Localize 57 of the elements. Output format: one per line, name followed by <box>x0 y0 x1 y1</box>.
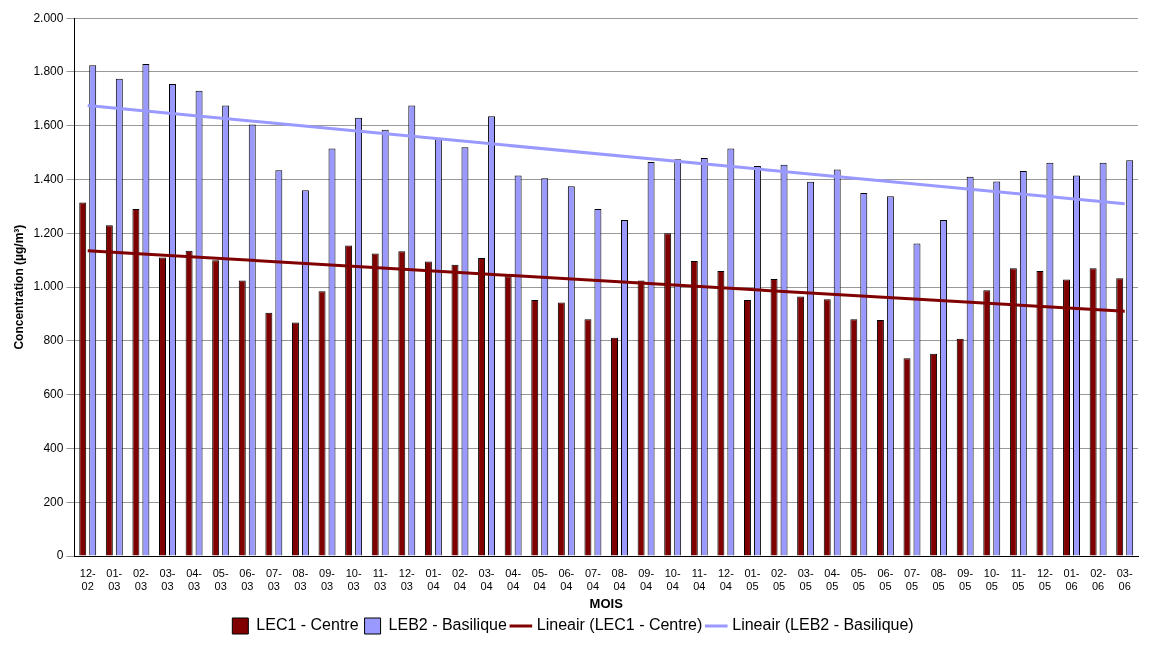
legend-label: LEC1 - Centre <box>256 616 359 634</box>
x-tick-label: 06-05 <box>877 566 894 592</box>
y-tick-label: 200 <box>43 494 64 509</box>
x-tick-label: 05-04 <box>531 566 549 592</box>
x-tick-label: 02-04 <box>452 566 469 592</box>
x-axis-title: MOIS <box>589 595 624 611</box>
x-tick-label: 07-03 <box>265 566 283 592</box>
x-tick-label: 06-04 <box>558 566 575 592</box>
x-tick-label: 09-05 <box>957 566 974 592</box>
x-tick-label: 12-02 <box>79 566 97 592</box>
x-tick-label: 04-03 <box>186 566 203 592</box>
x-tick-label: 05-05 <box>850 566 868 592</box>
x-tick-label: 05-03 <box>212 566 229 592</box>
x-tick-label: 12-03 <box>398 566 416 592</box>
legend-label: LEB2 - Basilique <box>388 616 507 634</box>
y-tick-label: 600 <box>43 386 64 401</box>
x-tick-label: 04-04 <box>505 566 522 592</box>
x-tick-label: 01-05 <box>744 566 761 592</box>
y-tick-label: 800 <box>43 333 64 348</box>
x-tick-label: 09-03 <box>319 566 336 592</box>
y-tick-label: 1.600 <box>33 118 64 133</box>
x-tick-label: 01-03 <box>106 566 123 592</box>
x-tick-label: 09-04 <box>638 566 655 592</box>
x-tick-label: 02-06 <box>1090 566 1107 592</box>
y-tick-label: 1.200 <box>33 225 64 240</box>
x-tick-label: 01-04 <box>425 566 442 592</box>
y-tick-label: 2.000 <box>33 10 64 25</box>
x-tick-label: 07-05 <box>904 566 921 592</box>
y-tick-label: 1.800 <box>33 64 64 79</box>
x-tick-label: 06-03 <box>239 566 256 592</box>
legend-label: Lineair (LEC1 - Centre) <box>536 616 703 634</box>
x-tick-label: 08-05 <box>930 566 947 592</box>
x-tick-label: 11-03 <box>372 566 389 592</box>
x-tick-label: 11-05 <box>1010 566 1027 592</box>
y-tick-label: 1.400 <box>33 171 64 186</box>
x-tick-label: 01-06 <box>1063 566 1080 592</box>
x-tick-label: 02-05 <box>771 566 788 592</box>
x-tick-label: 10-04 <box>664 566 681 592</box>
x-tick-label: 08-04 <box>611 566 628 592</box>
x-tick-label: 08-03 <box>292 566 309 592</box>
x-tick-label: 10-05 <box>983 566 1001 592</box>
x-tick-label: 03-05 <box>797 566 814 592</box>
x-tick-label: 07-04 <box>584 566 602 592</box>
legend-label: Lineair (LEB2 - Basilique) <box>732 616 914 634</box>
x-tick-label: 10-03 <box>345 566 362 592</box>
x-tick-label: 03-04 <box>478 566 495 592</box>
y-tick-label: 1.000 <box>33 279 64 294</box>
x-tick-label: 12-04 <box>717 566 735 592</box>
y-tick-label: 400 <box>43 440 64 455</box>
x-tick-label: 12-05 <box>1036 566 1054 592</box>
x-tick-label: 04-05 <box>824 566 841 592</box>
x-tick-label: 02-03 <box>132 566 150 592</box>
x-tick-label: 03-03 <box>159 566 176 592</box>
x-tick-label: 11-04 <box>691 566 708 592</box>
x-tick-label: 03-06 <box>1116 566 1133 592</box>
y-axis-title: Concentration (µg/m³) <box>11 224 26 350</box>
y-tick-label: 0 <box>56 548 64 563</box>
